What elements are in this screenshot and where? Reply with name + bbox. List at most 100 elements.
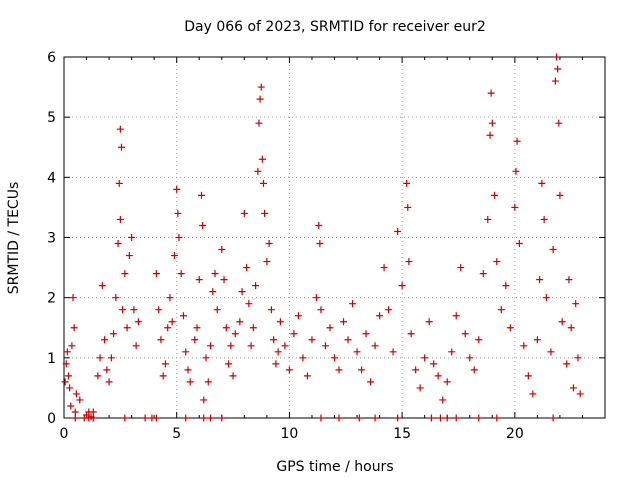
x-tick-label: 15 xyxy=(393,426,411,442)
data-point-marker xyxy=(121,414,129,422)
data-point-marker xyxy=(267,306,275,314)
data-point-marker xyxy=(175,234,183,241)
data-point-marker xyxy=(294,312,302,320)
data-point-marker xyxy=(404,203,412,211)
data-point-marker xyxy=(430,360,438,368)
data-point-marker xyxy=(243,264,251,272)
data-point-marker xyxy=(355,414,363,422)
data-point-marker xyxy=(412,366,420,374)
data-point-marker xyxy=(436,414,444,422)
data-point-marker xyxy=(107,354,115,362)
data-point-marker xyxy=(556,191,564,199)
data-point-marker xyxy=(195,276,203,284)
data-point-marker xyxy=(385,306,393,314)
data-point-marker xyxy=(247,342,255,350)
data-point-marker xyxy=(439,396,447,404)
data-point-marker xyxy=(238,288,246,296)
data-point-marker xyxy=(457,264,465,272)
data-point-marker xyxy=(121,270,129,278)
data-point-marker xyxy=(520,342,528,350)
data-point-marker xyxy=(213,306,221,314)
data-point-marker xyxy=(116,125,124,133)
data-point-marker xyxy=(565,276,573,284)
data-point-marker xyxy=(229,372,237,380)
data-point-marker xyxy=(259,179,267,187)
data-point-marker xyxy=(166,294,174,302)
data-point-marker xyxy=(308,336,316,344)
data-point-marker xyxy=(164,324,172,332)
data-point-marker xyxy=(182,348,190,356)
data-point-marker xyxy=(184,366,192,374)
data-point-marker xyxy=(331,354,338,362)
data-point-marker xyxy=(380,264,388,272)
data-point-marker xyxy=(506,324,514,332)
data-point-marker xyxy=(574,354,582,362)
data-point-marker xyxy=(199,221,207,229)
data-point-marker xyxy=(117,143,125,151)
y-tick-label: 2 xyxy=(47,291,56,307)
data-point-marker xyxy=(312,294,320,302)
data-point-marker xyxy=(538,179,546,187)
data-point-marker xyxy=(299,354,307,362)
data-point-marker xyxy=(220,276,228,284)
data-point-marker xyxy=(218,246,226,254)
data-point-marker xyxy=(524,372,532,380)
data-point-marker xyxy=(547,348,555,356)
data-point-marker xyxy=(317,414,325,422)
data-point-marker xyxy=(200,396,208,404)
data-point-marker xyxy=(71,414,79,422)
data-point-marker xyxy=(116,215,124,223)
data-point-marker xyxy=(179,312,187,320)
data-point-marker xyxy=(173,185,181,193)
data-point-marker xyxy=(249,324,257,332)
data-point-marker xyxy=(63,348,71,356)
data-point-marker xyxy=(569,384,577,392)
data-point-marker xyxy=(443,414,451,422)
data-point-marker xyxy=(371,342,379,350)
data-point-marker xyxy=(290,330,298,338)
data-point-marker xyxy=(101,336,109,344)
data-point-marker xyxy=(98,282,106,290)
data-point-marker xyxy=(71,408,79,416)
data-point-marker xyxy=(515,240,523,248)
data-point-marker xyxy=(114,240,122,248)
data-point-marker xyxy=(513,137,521,145)
data-point-marker xyxy=(512,167,520,175)
data-point-marker xyxy=(252,282,260,290)
x-tick-label: 20 xyxy=(506,426,524,442)
data-point-marker xyxy=(128,234,136,241)
data-point-marker xyxy=(193,324,201,332)
data-point-marker xyxy=(170,252,178,260)
data-point-marker xyxy=(563,360,571,368)
data-point-marker xyxy=(475,414,483,422)
data-point-marker xyxy=(222,324,230,332)
data-point-marker xyxy=(110,330,118,338)
data-point-marker xyxy=(245,300,253,308)
data-point-marker xyxy=(536,276,544,284)
data-point-marker xyxy=(211,270,219,278)
data-point-marker xyxy=(141,414,149,422)
data-point-marker xyxy=(371,414,379,422)
data-point-marker xyxy=(103,366,111,374)
data-point-marker xyxy=(159,372,167,380)
data-point-marker xyxy=(554,65,562,73)
data-point-marker xyxy=(572,300,580,308)
data-point-marker xyxy=(168,318,176,326)
data-point-marker xyxy=(479,270,487,278)
data-point-marker xyxy=(421,354,429,362)
data-point-marker xyxy=(389,348,397,356)
data-point-marker xyxy=(540,215,548,223)
data-point-marker xyxy=(68,342,76,350)
data-point-marker xyxy=(555,119,563,127)
data-point-marker xyxy=(72,390,80,398)
data-point-marker xyxy=(119,306,127,314)
data-point-marker xyxy=(69,294,77,302)
data-point-marker xyxy=(257,83,265,91)
data-point-marker xyxy=(553,53,561,61)
data-point-marker xyxy=(258,155,266,163)
data-point-marker xyxy=(315,221,323,229)
data-point-marker xyxy=(274,348,282,356)
data-point-marker xyxy=(349,300,357,308)
